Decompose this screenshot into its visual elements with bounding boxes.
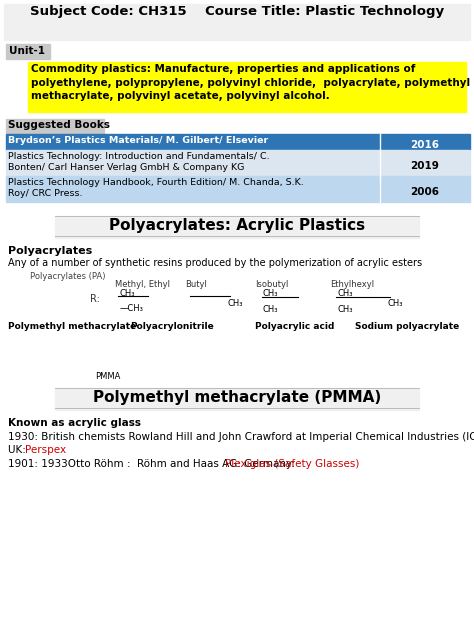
Bar xyxy=(6,119,104,133)
Text: CH₃: CH₃ xyxy=(338,305,354,314)
Text: Polymethyl methacrylate: Polymethyl methacrylate xyxy=(8,322,136,331)
Text: PMMA: PMMA xyxy=(95,372,120,381)
Text: 2019: 2019 xyxy=(410,161,439,171)
Text: R:: R: xyxy=(90,294,100,304)
Text: Isobutyl: Isobutyl xyxy=(255,280,288,289)
Bar xyxy=(55,388,419,410)
Text: CH₃: CH₃ xyxy=(263,305,279,314)
Text: —CH₃: —CH₃ xyxy=(120,304,144,313)
Text: Ethylhexyl: Ethylhexyl xyxy=(330,280,374,289)
Text: CH₃: CH₃ xyxy=(120,289,136,298)
Text: CH₃: CH₃ xyxy=(338,289,354,298)
Text: Methyl, Ethyl: Methyl, Ethyl xyxy=(115,280,170,289)
Text: CH₃: CH₃ xyxy=(388,299,403,308)
Text: Any of a number of synthetic resins produced by the polymerization of acrylic es: Any of a number of synthetic resins prod… xyxy=(8,258,422,268)
Text: 2016: 2016 xyxy=(410,140,439,150)
Text: Polyacrylonitrile: Polyacrylonitrile xyxy=(130,322,214,331)
Bar xyxy=(6,150,380,176)
Bar xyxy=(4,4,470,40)
Text: Perspex: Perspex xyxy=(26,445,66,455)
Text: Polyacrylates (PA): Polyacrylates (PA) xyxy=(30,272,106,281)
Bar xyxy=(380,176,470,202)
Text: 1930: British chemists Rowland Hill and John Crawford at Imperial Chemical Indus: 1930: British chemists Rowland Hill and … xyxy=(8,432,474,442)
Text: Butyl: Butyl xyxy=(185,280,207,289)
Text: Plexiglas (Safety Glasses): Plexiglas (Safety Glasses) xyxy=(226,459,360,469)
Text: Polyacrylates: Acrylic Plastics: Polyacrylates: Acrylic Plastics xyxy=(109,218,365,233)
Bar xyxy=(380,134,470,150)
Text: Plastics Technology Handbook, Fourth Edition/ M. Chanda, S.K.
Roy/ CRC Press.: Plastics Technology Handbook, Fourth Edi… xyxy=(8,178,304,198)
Text: CH₃: CH₃ xyxy=(263,289,279,298)
Bar xyxy=(28,62,466,112)
Bar xyxy=(380,150,470,176)
Bar xyxy=(6,44,50,59)
Text: Polyacrylic acid: Polyacrylic acid xyxy=(255,322,334,331)
Text: Suggested Books: Suggested Books xyxy=(8,120,110,130)
Text: Commodity plastics: Manufacture, properties and applications of
polyethylene, po: Commodity plastics: Manufacture, propert… xyxy=(31,64,470,101)
Text: Polymethyl methacrylate (PMMA): Polymethyl methacrylate (PMMA) xyxy=(93,390,381,405)
Text: Sodium polyacrylate: Sodium polyacrylate xyxy=(355,322,459,331)
Text: Plastics Technology: Introduction and Fundamentals/ C.
Bonten/ Carl Hanser Verla: Plastics Technology: Introduction and Fu… xyxy=(8,152,270,172)
Text: Known as acrylic glass: Known as acrylic glass xyxy=(8,418,141,428)
Text: UK:: UK: xyxy=(8,445,29,455)
Text: Brydson’s Plastics Materials/ M. Gilbert/ Elsevier: Brydson’s Plastics Materials/ M. Gilbert… xyxy=(8,136,268,145)
Text: Polyacrylates: Polyacrylates xyxy=(8,246,92,256)
Bar xyxy=(6,176,380,202)
Bar xyxy=(55,216,419,238)
Text: CH₃: CH₃ xyxy=(228,299,244,308)
Bar xyxy=(6,134,380,150)
Text: Unit-1: Unit-1 xyxy=(9,46,45,56)
Text: 2006: 2006 xyxy=(410,187,439,197)
Text: 1901: 1933Otto Röhm :  Röhm and Haas AG: Germany:: 1901: 1933Otto Röhm : Röhm and Haas AG: … xyxy=(8,459,298,469)
Text: Subject Code: CH315    Course Title: Plastic Technology: Subject Code: CH315 Course Title: Plasti… xyxy=(30,5,444,18)
